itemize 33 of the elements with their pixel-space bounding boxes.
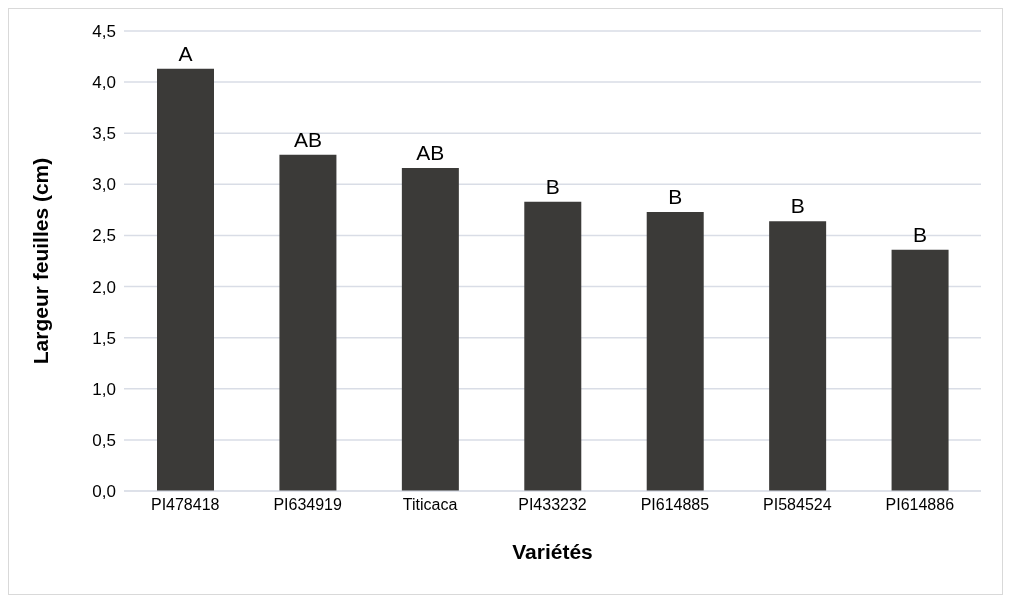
x-tick-label: PI478418	[150, 496, 220, 514]
x-axis-title: Variétés	[512, 540, 593, 563]
y-axis-title: Largeur feuilles (cm)	[29, 157, 53, 365]
y-tick-label: 4,5	[92, 22, 116, 42]
x-tick-label: PI614885	[640, 496, 710, 514]
x-tick-label: PI634919	[273, 496, 342, 514]
bar	[157, 68, 214, 491]
y-tick-label: 2,0	[92, 277, 116, 297]
y-tick-label: 2,5	[92, 226, 116, 246]
data-label: A	[178, 41, 193, 65]
y-tick-label: 0,0	[92, 482, 116, 502]
bar	[646, 211, 704, 491]
y-tick-label: 0,5	[92, 430, 116, 450]
data-label: B	[668, 184, 683, 208]
data-label: AB	[293, 127, 322, 151]
data-label: AB	[416, 140, 445, 164]
x-tick-label: PI433232	[518, 496, 587, 514]
x-tick-label: PI614886	[885, 496, 955, 514]
bar	[279, 154, 337, 491]
bar	[891, 249, 949, 491]
data-label: B	[545, 174, 560, 198]
bar	[769, 221, 827, 491]
y-tick-label: 3,0	[92, 175, 116, 195]
y-tick-label: 1,5	[92, 328, 116, 348]
y-tick-label: 1,0	[92, 379, 116, 399]
data-label: B	[913, 222, 928, 246]
x-tick-label: PI584524	[763, 496, 832, 514]
bar	[401, 167, 459, 491]
data-label: B	[790, 194, 805, 218]
x-tick-label: Titicaca	[402, 496, 458, 514]
y-tick-label: 3,5	[92, 124, 116, 144]
y-tick-label: 4,0	[92, 73, 116, 93]
bar	[524, 201, 582, 491]
